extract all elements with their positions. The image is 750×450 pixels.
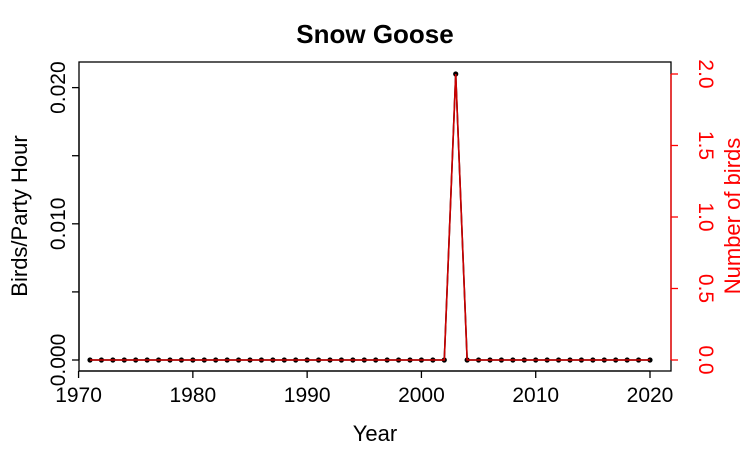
series-line-birds-per-party-hour	[90, 73, 650, 361]
x-tick-label: 2000	[398, 384, 445, 407]
x-tick-label: 2020	[627, 384, 674, 407]
chart-title: Snow Goose	[296, 19, 453, 49]
x-tick-label: 1980	[169, 384, 216, 407]
left-tick-label: 0.010	[47, 198, 70, 251]
x-tick-label: 1990	[284, 384, 331, 407]
left-tick-label: 0.020	[47, 61, 70, 114]
y-axis-label: Birds/Party Hour	[7, 135, 32, 296]
right-tick-label: 0.0	[694, 345, 717, 374]
x-tick-label: 1970	[55, 384, 102, 407]
x-tick-label: 2010	[512, 384, 559, 407]
right-tick-label: 1.5	[694, 131, 717, 160]
left-tick-label: 0.000	[47, 334, 70, 387]
x-axis: 1970 1980 1990 2000 2010 2020	[55, 370, 674, 407]
left-y-axis: 0.000 0.010 0.020	[47, 61, 80, 387]
right-tick-label: 0.5	[694, 274, 717, 303]
plot-frame	[78, 61, 672, 372]
x-axis-label: Year	[353, 421, 397, 446]
y-axis-right-label: Number of birds	[720, 138, 745, 295]
series-layer	[87, 71, 653, 363]
right-tick-label: 2.0	[694, 59, 717, 88]
right-y-axis: 0.0 0.5 1.0 1.5 2.0	[670, 59, 717, 375]
right-tick-label: 1.0	[694, 202, 717, 231]
series-line-number-of-birds	[90, 73, 650, 361]
